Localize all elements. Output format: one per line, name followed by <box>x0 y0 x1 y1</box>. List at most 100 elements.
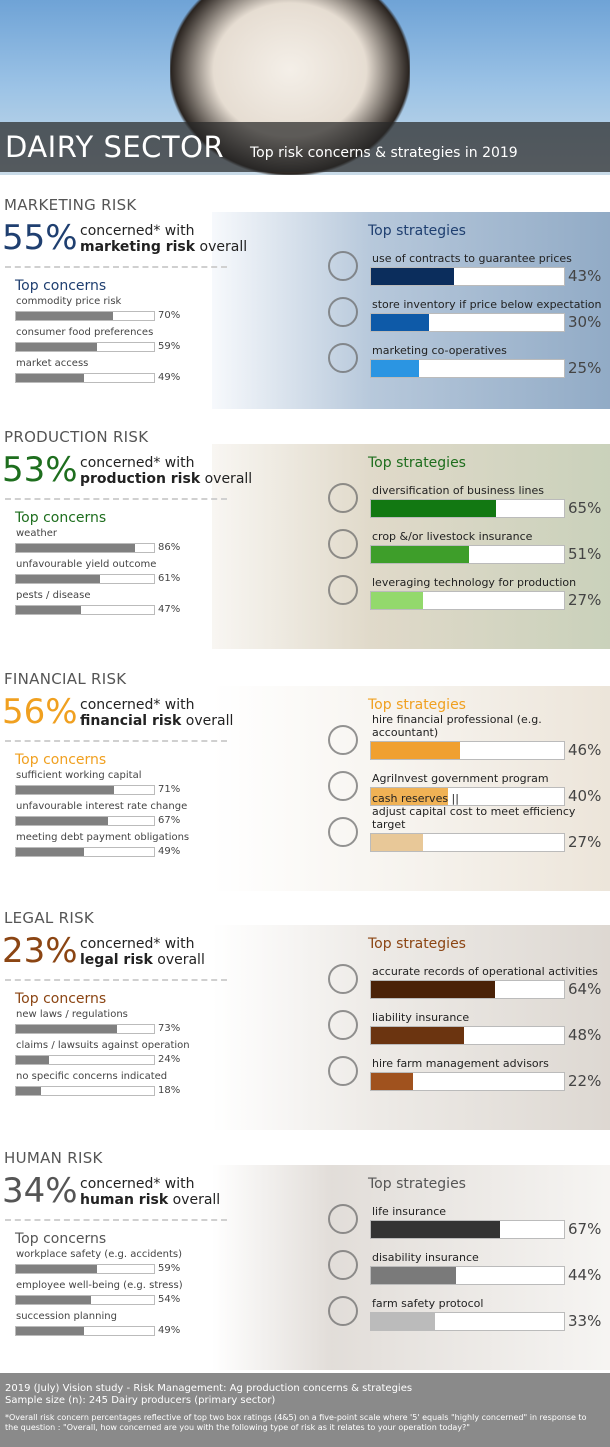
strategy-label: leveraging technology for production <box>372 576 577 589</box>
strategy-value: 33% <box>568 1312 602 1330</box>
headline-bold: marketing risk <box>80 239 196 255</box>
strategy-label: disability insurance <box>372 1251 479 1264</box>
footer: 2019 (July) Vision study - Risk Manageme… <box>0 1373 610 1447</box>
concern-bar <box>16 575 101 583</box>
strategy-bar <box>371 788 449 805</box>
strategy-value: 27% <box>568 591 602 609</box>
concern-track <box>15 373 155 383</box>
concern-bar <box>16 1025 117 1033</box>
strategy-label: hire financial professional (e.g. accoun… <box>372 713 542 739</box>
headline-bold: legal risk <box>80 952 153 968</box>
strategy-icon <box>328 575 358 605</box>
headline-rest: overall <box>199 239 248 255</box>
divider <box>5 740 227 742</box>
strategy-value: 43% <box>568 267 602 285</box>
concern-label: unfavourable yield outcome <box>16 559 157 570</box>
section-title: LEGAL RISK <box>4 909 95 927</box>
headline-line2: financial risk overall <box>80 713 233 729</box>
concern-label: weather <box>16 528 57 539</box>
strategy-value: 67% <box>568 1220 602 1238</box>
concern-value: 73% <box>158 1023 181 1034</box>
concern-track <box>15 605 155 615</box>
concern-label: pests / disease <box>16 590 91 601</box>
concern-track <box>15 847 155 857</box>
concern-track <box>15 785 155 795</box>
concern-track <box>15 1055 155 1065</box>
concern-track <box>15 543 155 553</box>
headline-bold: human risk <box>80 1192 169 1208</box>
concern-value: 18% <box>158 1085 181 1096</box>
strategy-icon <box>328 343 358 373</box>
divider <box>5 979 227 981</box>
strategy-value: 65% <box>568 499 602 517</box>
concern-bar <box>16 1327 84 1335</box>
strategies-title: Top strategies <box>368 1176 466 1192</box>
concern-label: unfavourable interest rate change <box>16 801 188 812</box>
concerns-title: Top concerns <box>15 278 107 294</box>
concern-value: 67% <box>158 815 181 826</box>
concern-value: 49% <box>158 1325 181 1336</box>
strategy-track <box>370 1072 565 1091</box>
concern-track <box>15 574 155 584</box>
concerns-title: Top concerns <box>15 510 107 526</box>
page-title: DAIRY SECTOR <box>5 130 225 164</box>
strategy-label: farm safety protocol <box>372 1297 484 1310</box>
concern-value: 54% <box>158 1294 181 1305</box>
concern-bar <box>16 606 81 614</box>
headline-bold: financial risk <box>80 713 182 729</box>
strategy-bar <box>371 981 495 998</box>
strategy-track <box>370 591 565 610</box>
strategy-label: marketing co-operatives <box>372 344 507 357</box>
headline-line2: marketing risk overall <box>80 239 247 255</box>
footer-study: 2019 (July) Vision study - Risk Manageme… <box>5 1383 413 1394</box>
concern-label: new laws / regulations <box>16 1009 128 1020</box>
strategy-value: 25% <box>568 359 602 377</box>
strategy-icon <box>328 771 358 801</box>
concern-value: 49% <box>158 372 181 383</box>
divider <box>5 498 227 500</box>
headline-rest: overall <box>204 471 253 487</box>
concern-value: 59% <box>158 341 181 352</box>
concern-value: 47% <box>158 604 181 615</box>
strategy-icon <box>328 1296 358 1326</box>
concerns-title: Top concerns <box>15 752 107 768</box>
divider <box>5 1219 227 1221</box>
strategies-title: Top strategies <box>368 223 466 239</box>
strategy-value: 27% <box>568 833 602 851</box>
concern-bar <box>16 374 84 382</box>
strategy-track <box>370 1266 565 1285</box>
strategy-icon <box>328 1010 358 1040</box>
strategy-label: accurate records of operational activiti… <box>372 965 598 978</box>
headline-line1: concerned* with <box>80 697 195 713</box>
strategy-value: 51% <box>568 545 602 563</box>
headline-line1: concerned* with <box>80 223 195 239</box>
concern-bar <box>16 817 109 825</box>
strategy-bar <box>371 1221 501 1238</box>
strategy-track <box>370 1220 565 1239</box>
strategy-bar <box>371 268 454 285</box>
strategy-icon <box>328 1204 358 1234</box>
footer-sample: Sample size (n): 245 Dairy producers (pr… <box>5 1395 276 1406</box>
headline-line2: production risk overall <box>80 471 252 487</box>
concern-track <box>15 1024 155 1034</box>
strategy-bar <box>371 500 497 517</box>
strategy-icon <box>328 529 358 559</box>
strategy-icon <box>328 1056 358 1086</box>
section-title: MARKETING RISK <box>4 196 137 214</box>
strategy-track <box>370 787 565 806</box>
concern-bar <box>16 848 84 856</box>
concern-value: 59% <box>158 1263 181 1274</box>
headline-line2: legal risk overall <box>80 952 205 968</box>
headline-line1: concerned* with <box>80 936 195 952</box>
strategy-label: AgriInvest government program <box>372 772 549 785</box>
concern-label: sufficient working capital <box>16 770 142 781</box>
strategy-value: 44% <box>568 1266 602 1284</box>
strategies-title: Top strategies <box>368 455 466 471</box>
strategy-label: crop &/or livestock insurance <box>372 530 533 543</box>
strategy-value: 22% <box>568 1072 602 1090</box>
strategy-icon <box>328 251 358 281</box>
risk-percent: 34% <box>2 1171 78 1211</box>
strategy-track <box>370 267 565 286</box>
strategy-bar <box>371 1267 456 1284</box>
concern-track <box>15 1326 155 1336</box>
